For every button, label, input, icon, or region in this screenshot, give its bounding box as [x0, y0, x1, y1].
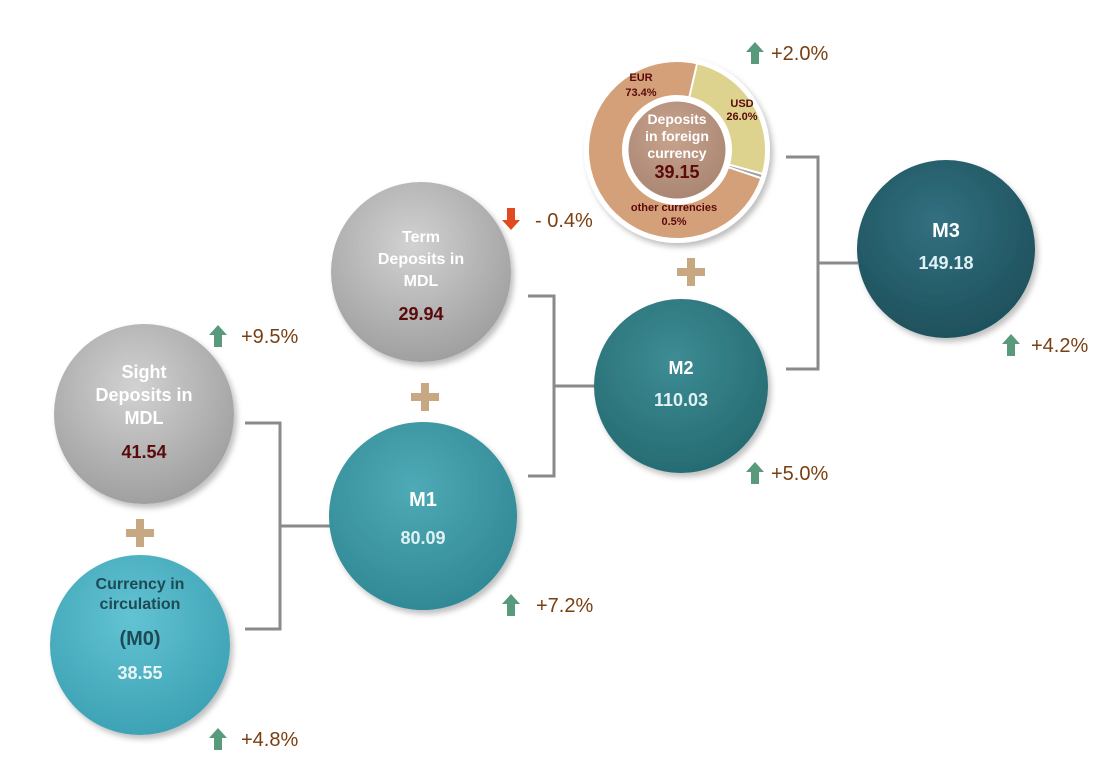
change-indicator-term: - 0.4% [502, 208, 593, 232]
bracket-m2-foreign-to-m3 [786, 155, 858, 371]
down-arrow-icon [502, 208, 520, 230]
sight-deposits-node: Sight Deposits in MDL 41.54 [54, 324, 234, 504]
term-title-2: Deposits in [378, 251, 464, 268]
m3-title: M3 [932, 220, 960, 242]
m3-change: +4.2% [1031, 335, 1088, 357]
plus-icon [411, 383, 439, 411]
up-arrow-icon [746, 42, 764, 64]
sight-value: 41.54 [121, 442, 166, 462]
change-indicator-m2: +5.0% [746, 462, 828, 485]
plus-icon [126, 519, 154, 547]
change-indicator-sight: +9.5% [209, 325, 298, 348]
up-arrow-icon [502, 594, 520, 616]
other-slice-label: 0.5% [661, 216, 686, 228]
m0-node: Currency in circulation (M0) 38.55 [50, 555, 230, 735]
m2-node: M2 110.03 [594, 299, 768, 473]
term-deposits-node: Term Deposits in MDL 29.94 [331, 182, 511, 362]
m0-title-1: Currency in [96, 576, 185, 593]
eur-slice-name: EUR [629, 72, 652, 84]
m0-value: 38.55 [117, 663, 162, 683]
eur-slice-label: 73.4% [625, 87, 656, 99]
foreign-title-3: currency [647, 145, 706, 161]
change-indicator-m0: +4.8% [209, 728, 298, 751]
bracket-m1-term-to-m2 [528, 294, 596, 478]
m0-title-3: (M0) [119, 628, 160, 650]
other-slice-name: other currencies [631, 202, 717, 214]
plus-icon [677, 258, 705, 286]
m0-change: +4.8% [241, 729, 298, 751]
up-arrow-icon [746, 462, 764, 484]
m1-node: M1 80.09 [329, 422, 517, 610]
foreign-value: 39.15 [654, 162, 699, 182]
foreign-deposits-node: Deposits in foreign currency 39.15 EUR 7… [584, 57, 770, 243]
currency-donut [587, 60, 767, 240]
usd-slice-label: 26.0% [726, 111, 757, 123]
m1-change: +7.2% [536, 595, 593, 617]
sight-title-2: Deposits in [95, 385, 192, 405]
m0-title-2: circulation [100, 596, 181, 613]
usd-slice-name: USD [730, 98, 753, 110]
up-arrow-icon [1002, 334, 1020, 356]
sight-change: +9.5% [241, 326, 298, 348]
m3-node: M3 149.18 [857, 160, 1035, 338]
up-arrow-icon [209, 728, 227, 750]
change-indicator-m3: +4.2% [1002, 334, 1088, 357]
term-change: - 0.4% [535, 210, 593, 232]
m1-value: 80.09 [400, 528, 445, 548]
m2-title: M2 [668, 358, 693, 378]
foreign-title-1: Deposits [647, 111, 706, 127]
foreign-title-2: in foreign [645, 128, 709, 144]
change-indicator-m1: +7.2% [502, 594, 593, 617]
m2-change: +5.0% [771, 463, 828, 485]
sight-title-1: Sight [122, 362, 167, 382]
term-title-3: MDL [404, 273, 439, 290]
m3-value: 149.18 [918, 253, 973, 273]
sight-title-3: MDL [125, 408, 164, 428]
bracket-m0-sight-to-m1 [245, 421, 330, 631]
m1-title: M1 [409, 489, 437, 511]
eur-slice [587, 60, 763, 240]
term-value: 29.94 [398, 304, 443, 324]
term-title-1: Term [402, 229, 440, 246]
foreign-change: +2.0% [771, 43, 828, 65]
change-indicator-foreign: +2.0% [746, 42, 828, 65]
up-arrow-icon [209, 325, 227, 347]
m2-value: 110.03 [654, 390, 708, 410]
